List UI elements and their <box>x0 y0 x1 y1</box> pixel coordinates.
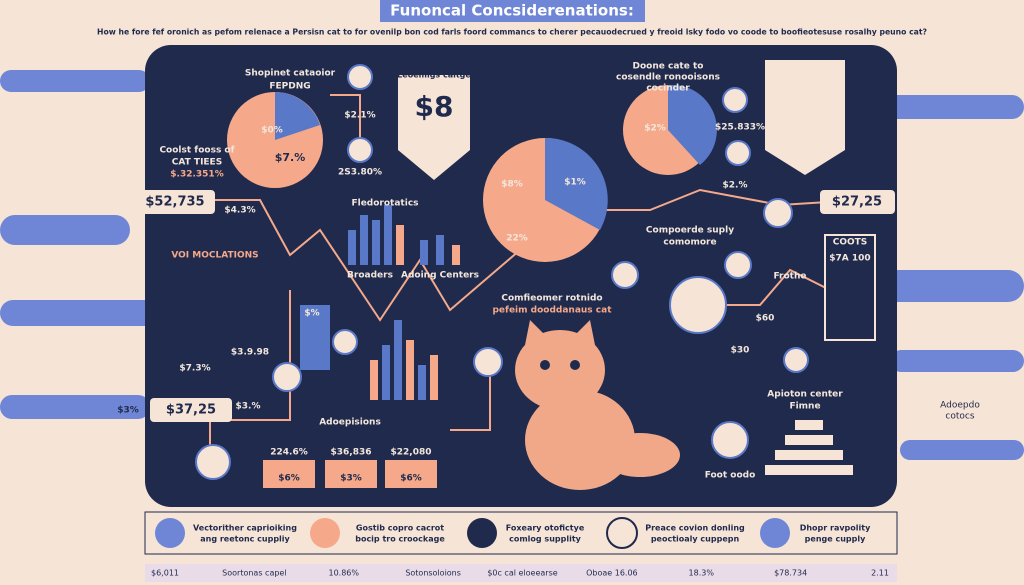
footer-text: Sotonsoloions <box>405 569 461 578</box>
bottom-text: Foxeary otofictye <box>506 524 585 533</box>
bottom-text: penge cupply <box>805 535 866 544</box>
bottom-text: Dhopr ravpolity <box>800 524 871 533</box>
label: $2.% <box>723 181 748 191</box>
subtitle: How he fore fef oronich as pefom relenac… <box>97 28 927 37</box>
label: Adoepisions <box>319 418 381 428</box>
label: $2.1% <box>344 111 375 121</box>
callout: $37,25 <box>166 403 216 418</box>
label: $36,836 <box>331 448 372 458</box>
label: $% <box>304 309 319 319</box>
label: Apioton center <box>767 390 843 400</box>
bottom-text: Vectorither caprioiking <box>193 524 297 533</box>
label: $6% <box>278 474 300 484</box>
label: Doone cate to <box>633 62 704 72</box>
footer: $6,011 Soortonas capel 10.86% Sotonsoloions… <box>151 569 889 578</box>
pie-charts <box>227 84 717 262</box>
footer-text: $0c cal eloeearse <box>487 569 557 578</box>
label: CAT TIEES <box>172 158 222 168</box>
label: $25.833% <box>715 123 765 133</box>
label: $3.9.98 <box>231 348 269 358</box>
bottom-text: Preace covion donling <box>645 524 745 533</box>
label: $8% <box>501 180 523 190</box>
footer-text: $6,011 <box>151 569 179 578</box>
label: $7.% <box>275 151 306 164</box>
label: $7A 100 <box>829 254 870 264</box>
label: Broaders <box>347 271 393 281</box>
callout: $52,735 <box>145 195 204 210</box>
label: Comfieomer rotnido <box>501 294 602 304</box>
bottom-text: ang reetonc cuppliy <box>200 535 290 544</box>
coin-icons <box>195 64 809 480</box>
side-note: Adoepdo <box>940 401 980 411</box>
label: Shopinet cataoior <box>245 69 336 79</box>
title: Funoncal Concsiderenations: <box>390 2 634 20</box>
footer-text: Soortonas capel <box>222 569 286 578</box>
background-stripes <box>0 70 1024 460</box>
label: $30 <box>731 346 750 356</box>
box-pyramid <box>765 420 853 475</box>
footer-text: 10.86% <box>328 569 359 578</box>
label: $0% <box>261 126 283 136</box>
footer-text: $78.734 <box>774 569 807 578</box>
label: 2S3.80% <box>338 168 382 178</box>
label: $3% <box>117 406 139 416</box>
label: $6% <box>400 474 422 484</box>
label: $8 <box>415 90 454 123</box>
label: $4.3% <box>224 206 255 216</box>
label: COOTS <box>833 238 868 248</box>
label: $3% <box>340 474 362 484</box>
label: $.32.351% <box>170 170 223 180</box>
label: Adoing Centers <box>401 271 479 281</box>
label: Coolst fooss of <box>159 146 234 156</box>
label: $3.% <box>236 402 261 412</box>
bar-illustration <box>300 205 460 400</box>
bottom-text: Gostib copro cacrot <box>356 524 444 533</box>
label: 22% <box>506 234 528 244</box>
label: Fledorotatics <box>351 199 418 209</box>
footer-text: 18.3% <box>689 569 715 578</box>
label: Foot oodo <box>705 471 756 481</box>
label: Compoerde suply <box>646 226 734 236</box>
bottom-icons <box>155 517 790 549</box>
label: 224.6% <box>270 448 308 458</box>
title-banner <box>380 0 645 22</box>
label: pefeim dooddanaus cat <box>492 306 612 316</box>
footer-text: 2.11 <box>871 569 889 578</box>
label: FEPDNG <box>269 82 310 92</box>
label: $7.3% <box>179 364 210 374</box>
label: $22,080 <box>391 448 432 458</box>
label: Frothe <box>773 272 806 282</box>
bottom-text: comlog supplity <box>509 535 582 544</box>
cat-illustration <box>515 320 680 490</box>
label: $60 <box>756 314 775 324</box>
side-note: cotocs <box>945 412 974 422</box>
label: comomore <box>663 238 716 248</box>
label: VOI MOCLATIONS <box>171 251 258 261</box>
footer-text: Oboae 16.06 <box>586 569 638 578</box>
bottom-text: bocip tro croockage <box>355 535 445 544</box>
label: Leoemigs caitge <box>397 71 471 80</box>
label: $1% <box>564 178 586 188</box>
bottom-text: peoctioaly cuppepn <box>651 535 740 544</box>
connectors <box>175 94 861 460</box>
label: $2% <box>644 124 666 134</box>
label: cocinder <box>646 84 690 94</box>
footer-bar <box>145 564 897 582</box>
main-panel <box>145 45 897 507</box>
document-cards <box>135 60 895 488</box>
callout: $27,25 <box>832 195 882 210</box>
label: cosendle ronooisons <box>616 73 720 83</box>
label: Fimne <box>789 402 820 412</box>
